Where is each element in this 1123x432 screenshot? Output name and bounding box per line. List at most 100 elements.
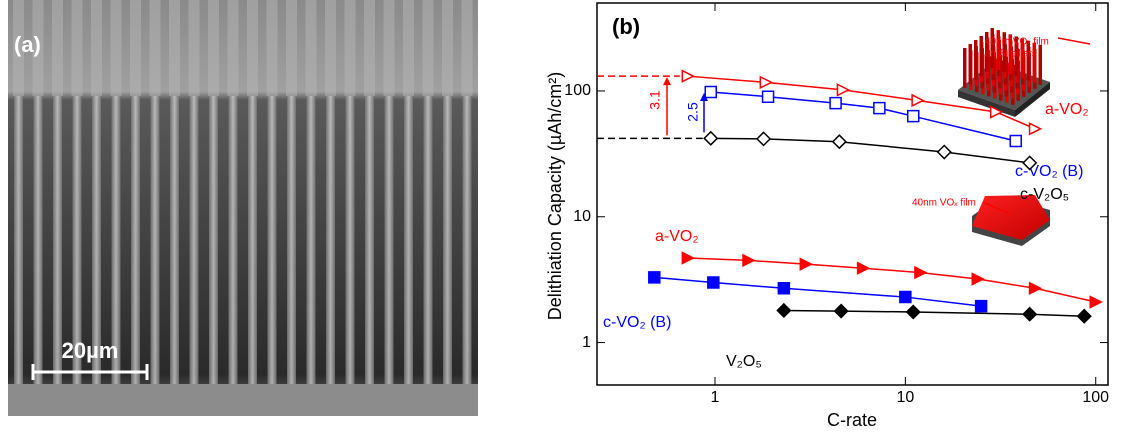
data-point	[831, 134, 847, 150]
inset-pillar	[1008, 34, 1012, 75]
pillar-top	[208, 0, 219, 96]
pillar	[248, 96, 257, 386]
data-point	[799, 257, 813, 271]
pillar	[189, 96, 199, 386]
series-line	[710, 91, 1016, 142]
pillar-top	[247, 0, 258, 96]
pillar	[53, 96, 62, 386]
pillar	[72, 96, 82, 386]
pillar	[14, 96, 23, 386]
pillar-top	[71, 0, 83, 96]
data-point	[971, 272, 985, 286]
inset-pillar	[996, 30, 1000, 71]
data-point	[873, 101, 886, 115]
data-point	[681, 69, 696, 83]
panel-label: (b)	[612, 14, 640, 39]
y-tick-label: 100	[564, 82, 591, 99]
data-point	[1089, 295, 1103, 309]
pillar	[287, 96, 296, 386]
pillar	[443, 96, 452, 386]
pillar	[404, 96, 413, 386]
substrate	[8, 384, 478, 416]
data-point	[989, 105, 1004, 119]
inset-pillar	[1032, 42, 1036, 83]
data-point	[856, 261, 871, 275]
pillar	[131, 96, 140, 386]
pillar	[267, 96, 277, 386]
inset-arrow	[984, 202, 1011, 215]
series-line	[687, 257, 1096, 303]
data-point	[911, 93, 925, 108]
inset-pillar	[1002, 32, 1006, 73]
pillar	[384, 96, 394, 386]
data-point	[833, 303, 849, 319]
pillar	[306, 96, 316, 386]
data-point	[1028, 122, 1043, 136]
series-label: c-VO₂ (B)	[603, 314, 671, 331]
annotation: 3.1	[647, 90, 663, 110]
pillar-top	[32, 0, 44, 96]
pillar-top	[13, 0, 24, 96]
arrow-head	[663, 77, 671, 86]
pillar-top	[344, 0, 356, 96]
y-axis-label: Delithiation Capacity (µAh/cm²)	[545, 72, 565, 320]
pillar	[33, 96, 43, 386]
data-point	[899, 290, 912, 304]
pillar-top	[188, 0, 200, 96]
series-label: V₂O₅	[726, 353, 762, 370]
pillar-top	[286, 0, 297, 96]
pillar	[365, 96, 374, 386]
data-point	[707, 276, 720, 289]
pillar-top	[305, 0, 317, 96]
inset-base-side	[958, 90, 1015, 117]
inset-pillar	[968, 44, 972, 84]
data-point	[681, 251, 696, 265]
pillar-top	[130, 0, 141, 96]
data-point	[703, 130, 719, 146]
series-line	[654, 276, 982, 307]
data-point	[829, 96, 842, 110]
pillar-top	[266, 0, 278, 96]
series-line	[783, 309, 1085, 317]
data-point	[704, 85, 717, 99]
inset-text: 40nm VOₓ film	[912, 198, 976, 209]
pillar	[92, 96, 101, 386]
inset-pillar-array	[963, 28, 1042, 105]
pillar	[228, 96, 238, 386]
pillar	[111, 96, 121, 386]
data-point	[759, 75, 774, 90]
pillar-top	[403, 0, 414, 96]
pillar-top	[461, 0, 473, 96]
pillar	[326, 96, 335, 386]
panel-label: (a)	[14, 32, 41, 57]
inset-pillar	[1026, 40, 1030, 81]
data-point	[914, 265, 928, 280]
inset-pillar	[963, 48, 967, 88]
pillar-top	[227, 0, 239, 96]
pillar-top	[52, 0, 63, 96]
data-point	[776, 302, 792, 319]
data-point	[742, 253, 756, 268]
data-point	[1022, 155, 1038, 171]
inset-pillar	[1020, 38, 1024, 79]
series-label: a-VO₂	[1045, 101, 1089, 118]
x-tick-label: 100	[1082, 389, 1109, 406]
pillar	[345, 96, 355, 386]
pillar-top	[422, 0, 434, 96]
y-tick-label: 10	[573, 208, 591, 225]
data-point	[756, 131, 772, 147]
inset-pillar	[1014, 36, 1018, 77]
sem-background	[8, 0, 478, 416]
pillar	[462, 96, 472, 386]
data-point	[648, 271, 661, 284]
pillar-top	[91, 0, 102, 96]
pillar-top	[364, 0, 375, 96]
data-point	[777, 282, 791, 295]
inset-arrow	[1057, 37, 1091, 45]
inset-pillar	[990, 28, 994, 68]
data-point	[1009, 134, 1022, 148]
series-label: c-V₂O₅	[1020, 186, 1069, 203]
data-point	[836, 83, 851, 97]
